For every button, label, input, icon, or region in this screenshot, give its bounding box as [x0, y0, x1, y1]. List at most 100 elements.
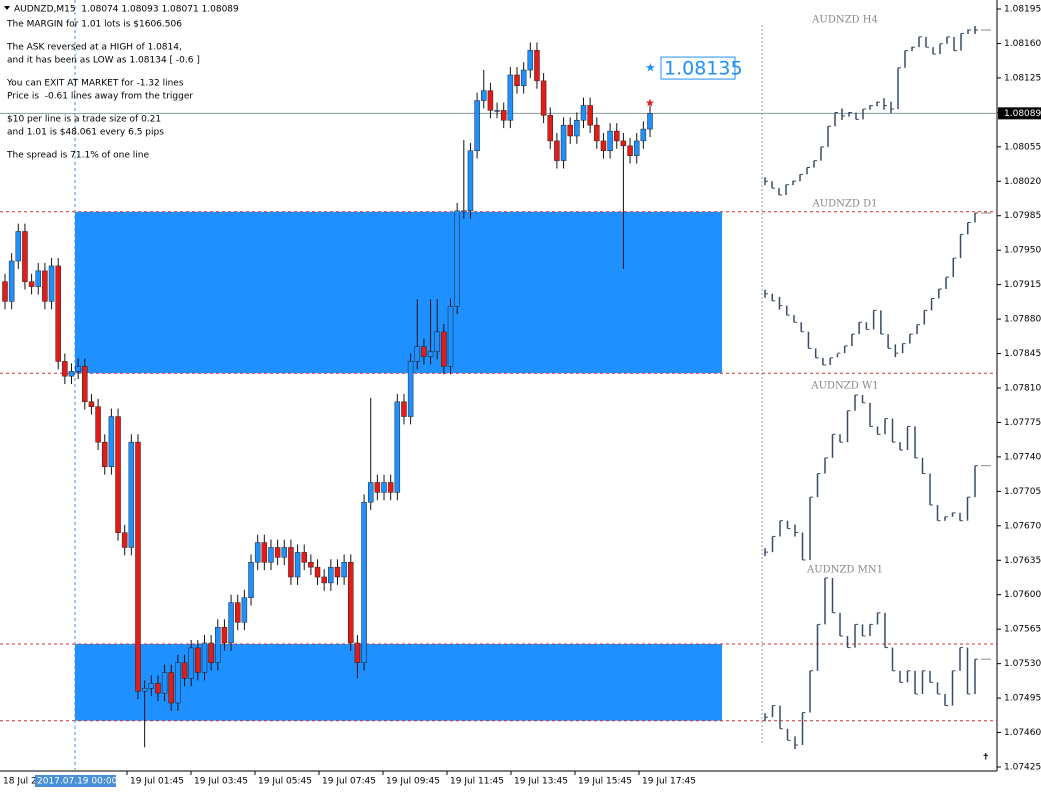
- candle-body: [567, 124, 573, 137]
- time-label: 19 Jul 01:45: [130, 777, 184, 787]
- price-tick-label: 1.07810: [1004, 384, 1041, 394]
- candle-body: [101, 441, 108, 468]
- candle-body: [454, 210, 460, 307]
- candle-body: [161, 672, 168, 694]
- candle-body: [314, 566, 321, 578]
- price-tick-label: 1.07950: [1004, 246, 1041, 256]
- info-line: The ASK reversed at a HIGH of 1.0814,: [6, 43, 182, 53]
- crosshair-icon[interactable]: ✝: [982, 753, 990, 763]
- price-tick-label: 1.07460: [1004, 728, 1041, 738]
- candle-body: [82, 366, 88, 403]
- candle-body: [88, 401, 95, 407]
- candle-body: [547, 115, 554, 142]
- price-tick-label: 1.07775: [1004, 418, 1041, 428]
- price-tick-label: 1.08195: [1004, 5, 1041, 15]
- candle-body: [135, 441, 141, 692]
- price-tick-label: 1.07565: [1004, 625, 1041, 635]
- price-tick-label: 1.07425: [1004, 763, 1041, 773]
- price-tick-label: 1.07740: [1004, 452, 1041, 462]
- candle-body: [181, 662, 188, 679]
- candle-body: [28, 281, 35, 287]
- candle-body: [461, 210, 467, 213]
- candle-body: [587, 105, 593, 126]
- cursor-time-box: [35, 775, 116, 787]
- price-tick-label: 1.07845: [1004, 349, 1041, 359]
- candle-body: [607, 130, 613, 152]
- candle-body: [208, 642, 214, 663]
- candle-body: [361, 501, 367, 663]
- candle-body: [121, 532, 128, 548]
- candle-body: [614, 130, 620, 142]
- price-tick-label: 1.07985: [1004, 211, 1041, 221]
- candle-body: [494, 110, 500, 112]
- price-tick-label: 1.08055: [1004, 142, 1041, 152]
- supply-demand-zone: [75, 211, 722, 374]
- candle-body: [647, 113, 653, 130]
- time-label: 19 Jul 13:45: [514, 777, 568, 787]
- candle-body: [348, 561, 354, 644]
- price-tick-label: 1.07530: [1004, 659, 1041, 669]
- candle-body: [481, 90, 487, 101]
- candle-body: [341, 561, 347, 578]
- candle-body: [600, 140, 607, 152]
- candle-body: [155, 683, 161, 694]
- candle-body: [474, 100, 480, 152]
- candle-body: [201, 642, 208, 673]
- candle-body: [534, 50, 540, 82]
- candle-body: [68, 371, 75, 377]
- candle-body: [221, 626, 228, 644]
- candle-body: [188, 647, 194, 679]
- candle-body: [381, 482, 387, 493]
- info-line: $10 per line is a trade size of 0.21: [7, 115, 161, 125]
- candle-body: [168, 672, 174, 704]
- current-price-box: [998, 107, 1041, 120]
- candle-body: [141, 687, 148, 692]
- candle-body: [394, 401, 401, 493]
- price-tick-label: 1.08160: [1004, 39, 1041, 49]
- menu-arrow[interactable]: [4, 6, 10, 10]
- candle-body: [387, 482, 394, 493]
- candle-body: [328, 566, 334, 584]
- time-label: 19 Jul 15:45: [578, 777, 632, 787]
- candle-body: [580, 105, 587, 121]
- time-label: 18 Jul 2: [3, 777, 37, 787]
- target-star: ★: [645, 61, 656, 75]
- candle-body: [274, 547, 281, 558]
- candle-body: [520, 69, 527, 87]
- candle-body: [128, 441, 135, 548]
- candle-body: [367, 482, 374, 503]
- candle-body: [234, 602, 241, 623]
- candle-body: [308, 561, 314, 568]
- price-tick-label: 1.07705: [1004, 487, 1041, 497]
- price-tick-label: 1.07495: [1004, 694, 1041, 704]
- candle-body: [281, 547, 288, 558]
- candle-body: [407, 361, 414, 417]
- time-label: 19 Jul 17:45: [642, 777, 696, 787]
- mini-chart-title: AUDNZD D1: [812, 199, 878, 210]
- candle-body: [554, 140, 560, 161]
- candle-body: [487, 90, 494, 111]
- candle-body: [441, 331, 447, 367]
- candle-body: [640, 128, 647, 142]
- candle-body: [75, 366, 81, 372]
- candle-body: [334, 566, 341, 578]
- candle-body: [241, 597, 248, 623]
- candle-body: [294, 552, 301, 578]
- candle-body: [401, 401, 407, 417]
- time-label: 19 Jul 03:45: [194, 777, 248, 787]
- candle-body: [594, 124, 600, 142]
- candle-body: [507, 74, 514, 121]
- symbol-header: AUDNZD,M15 1.08074 1.08093 1.08071 1.080…: [14, 5, 239, 15]
- candle-body: [115, 416, 121, 533]
- candle-body: [8, 260, 15, 302]
- time-label: 19 Jul 07:45: [322, 777, 376, 787]
- candle-body: [560, 124, 567, 161]
- price-tick-label: 1.08125: [1004, 73, 1041, 83]
- candle-body: [500, 110, 507, 121]
- time-label: 19 Jul 09:45: [386, 777, 440, 787]
- info-line: The spread is 71.1% of one line: [6, 151, 149, 161]
- candle-body: [2, 281, 8, 302]
- candle-body: [15, 231, 22, 262]
- time-label: 19 Jul 11:45: [450, 777, 504, 787]
